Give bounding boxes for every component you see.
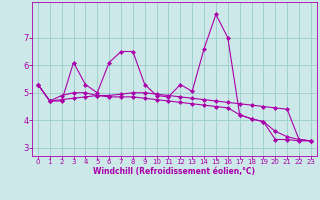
X-axis label: Windchill (Refroidissement éolien,°C): Windchill (Refroidissement éolien,°C) [93,167,255,176]
